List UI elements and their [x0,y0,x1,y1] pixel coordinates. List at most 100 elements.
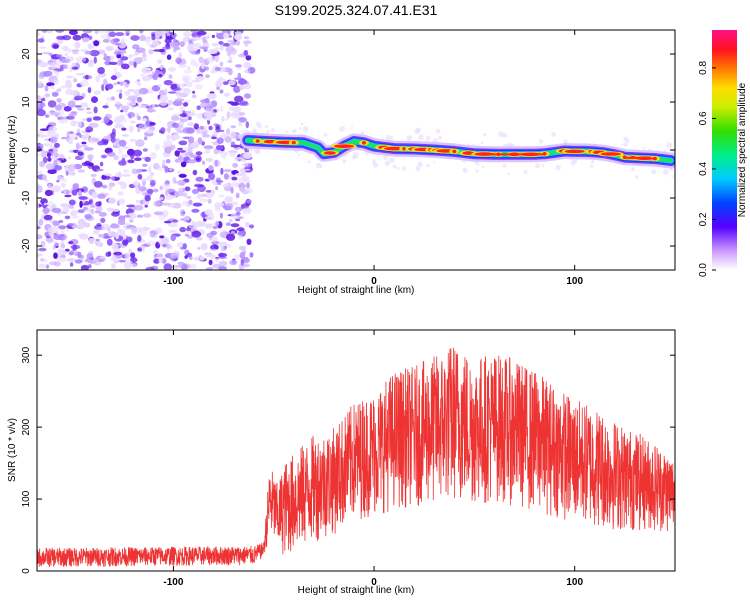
noise-blob [48,149,54,152]
noise-blob [122,146,129,150]
noise-blob [242,207,252,214]
noise-blob [99,256,107,260]
noise-blob [58,119,68,124]
noise-blob [214,55,220,63]
noise-speck [476,162,480,166]
noise-blob [93,106,98,114]
noise-blob [113,82,118,86]
noise-blob [225,117,229,121]
noise-blob [160,127,166,135]
noise-blob [205,148,211,154]
noise-blob [177,147,184,151]
noise-blob [183,102,189,107]
noise-speck [590,164,594,168]
noise-blob [88,122,99,128]
noise-blob [100,161,104,167]
noise-blob [245,121,249,129]
noise-blob [190,30,199,34]
noise-blob [87,207,91,214]
noise-blob [154,227,163,234]
noise-blob [229,131,237,139]
noise-blob [142,75,151,82]
signal-peak-core [600,152,621,156]
noise-blob [238,245,247,251]
noise-blob [120,182,127,190]
noise-blob [80,102,89,108]
noise-blob [71,111,78,115]
noise-blob [103,173,113,177]
noise-blob [133,149,142,157]
noise-blob [93,56,98,64]
noise-blob [122,239,129,246]
noise-blob [230,111,239,117]
noise-blob [231,176,238,181]
noise-blob [213,123,218,126]
noise-blob [79,200,83,208]
noise-blob [243,49,249,56]
noise-blob [228,40,235,47]
noise-blob [201,134,211,138]
noise-blob [205,190,213,193]
noise-blob [215,145,224,151]
noise-blob [80,149,85,153]
noise-blob [226,51,232,57]
noise-blob [137,229,147,237]
noise-blob [197,247,201,250]
noise-blob [77,169,86,173]
noise-blob [198,56,204,64]
colorbar-label: Normalized spectral amplitude [737,82,748,217]
noise-blob [234,254,240,261]
noise-blob [94,30,99,35]
noise-blob [138,186,147,192]
noise-blob [40,151,46,158]
noise-blob [123,169,130,174]
noise-blob [187,159,197,164]
noise-blob [242,40,252,45]
noise-blob [108,61,118,65]
x-tick-label: 100 [566,577,583,588]
noise-blob [214,47,220,50]
noise-blob [171,32,177,39]
noise-blob [111,243,119,250]
noise-blob [150,179,156,186]
noise-blob [137,105,146,108]
noise-blob [137,174,143,180]
noise-blob [103,78,108,86]
signal-peak-core [334,144,354,148]
noise-blob [225,222,231,226]
noise-blob [53,234,63,241]
noise-blob [113,66,118,73]
noise-blob [163,79,173,86]
noise-blob [102,105,109,109]
noise-blob [139,244,146,250]
spectrogram-y-ticks: 20 10 0 -10 -20 [21,48,675,253]
noise-blob [219,61,224,67]
noise-blob [163,220,172,224]
noise-blob [58,86,67,89]
noise-blob [206,157,214,163]
colorbar-tick-label: 0.8 [698,61,709,75]
noise-blob [200,193,207,198]
noise-blob [64,53,68,57]
noise-blob [222,184,228,188]
noise-blob [81,144,88,148]
noise-blob [71,189,78,196]
noise-blob [133,61,137,68]
noise-blob [206,93,217,100]
noise-blob [188,116,192,121]
noise-blob [70,244,81,250]
noise-blob [48,226,58,233]
noise-speck [302,126,309,132]
noise-blob [130,120,136,124]
noise-blob [38,218,44,226]
noise-blob [215,257,219,263]
noise-blob [45,178,49,184]
noise-blob [97,234,105,238]
noise-blob [148,49,154,55]
noise-blob [56,257,67,263]
noise-blob [114,116,122,124]
noise-blob [191,220,196,226]
noise-blob [97,241,103,246]
noise-blob [186,122,195,127]
noise-blob [134,157,142,161]
